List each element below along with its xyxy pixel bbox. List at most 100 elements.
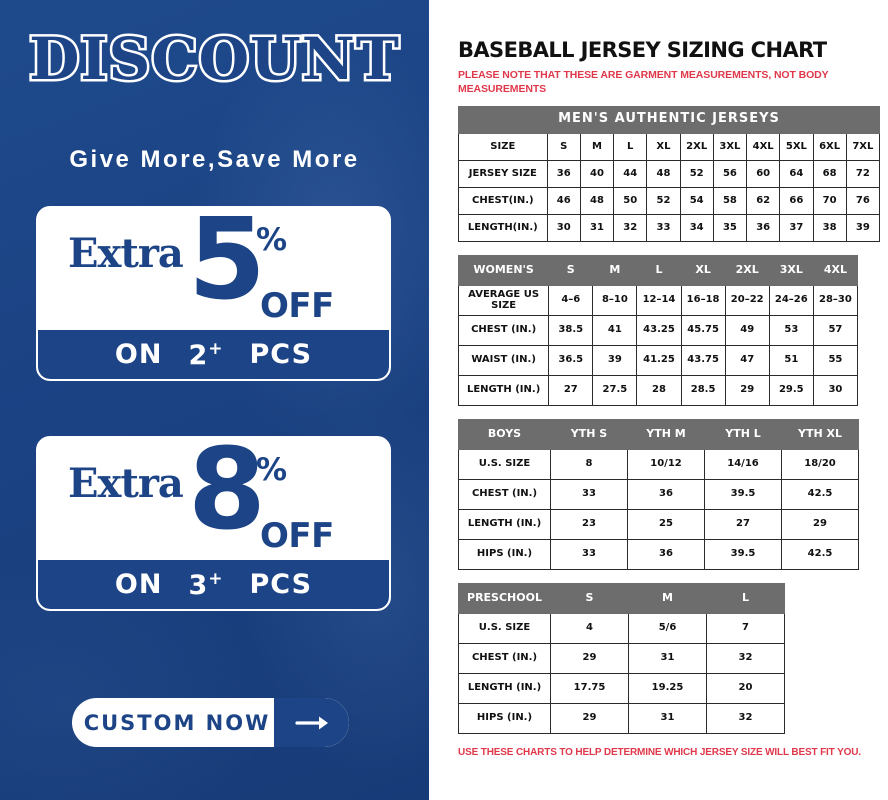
promo-on-label: ON (114, 569, 163, 600)
table-row: CHEST (IN.) 38.5 41 43.25 45.75 49 53 57 (457, 314, 859, 346)
table-row-label: CHEST (IN.) (458, 478, 551, 510)
table-row: JERSEY SIZE 36 40 44 48 52 56 60 64 68 72 (458, 159, 881, 188)
promo-pcs-label: PCS (249, 339, 313, 370)
table-cell: 20 (706, 672, 785, 704)
table-cell: 33 (646, 213, 681, 242)
table-corner-label: SIZE (458, 132, 548, 161)
table-row-label: HIPS (IN.) (458, 538, 551, 570)
table-cell: 60 (746, 159, 781, 188)
table-cell: 10/12 (627, 448, 705, 480)
table-column-header: 4XL (812, 254, 859, 286)
table-cell: 32 (613, 213, 648, 242)
table-mens-authentic-jerseys: MEN'S AUTHENTIC JERSEYS SIZE S M L XL 2XL 3XL 4X… (458, 105, 881, 242)
promo-card-5-percent[interactable]: Extra 5 % OFF ON 2+ PCS (36, 206, 391, 381)
table-cell: 5/6 (628, 612, 707, 644)
table-cell: 41 (592, 314, 638, 346)
table-row: U.S. SIZE 8 10/12 14/16 18/20 (458, 448, 859, 480)
table-row-label: LENGTH(IN.) (458, 213, 548, 242)
table-cell: 70 (812, 186, 847, 215)
table-row: LENGTH (IN.) 23 25 27 29 (458, 508, 859, 540)
promo-percent-symbol: % (256, 222, 288, 258)
table-cell: 55 (812, 344, 859, 376)
table-row-label: LENGTH (IN.) (457, 374, 550, 406)
table-banner-title: MEN'S AUTHENTIC JERSEYS (458, 105, 880, 134)
table-cell: 27 (704, 508, 782, 540)
table-row: HIPS (IN.) 29 31 32 (458, 702, 785, 734)
table-row: AVERAGE US SIZE 4–6 8–10 12–14 16–18 20–22 24–… (457, 284, 859, 316)
table-cell: 31 (628, 702, 707, 734)
table-column-header: YTH L (704, 418, 782, 450)
table-cell: 43.75 (680, 344, 726, 376)
table-column-header: 2XL (679, 132, 714, 161)
table-cell: 34 (679, 213, 714, 242)
table-cell: 30 (546, 213, 581, 242)
table-cell: 35 (712, 213, 748, 242)
table-column-header: 2XL (724, 254, 770, 286)
table-cell: 29 (550, 642, 629, 674)
promo-card-condition-bar: ON 3+ PCS (38, 560, 389, 609)
arrow-right-icon (274, 698, 349, 747)
promo-off-label: OFF (260, 516, 334, 556)
table-cell: 54 (679, 186, 714, 215)
table-cell: 47 (724, 344, 770, 376)
table-cell: 38.5 (548, 314, 594, 346)
table-header-row: BOYS YTH S YTH M YTH L YTH XL (458, 418, 859, 450)
custom-now-label: CUSTOM NOW (83, 710, 271, 735)
table-column-header: XL (646, 132, 681, 161)
promo-card-condition-bar: ON 2+ PCS (38, 330, 389, 379)
promo-card-top: Extra 8 % OFF (38, 438, 389, 560)
table-cell: 52 (679, 159, 714, 188)
table-column-header: YTH XL (781, 418, 859, 450)
table-cell: 56 (712, 159, 748, 188)
promo-quantity: 3+ (188, 568, 224, 601)
promo-extra-label: Extra (68, 230, 184, 277)
table-column-header: XL (680, 254, 726, 286)
table-cell: 40 (579, 159, 615, 188)
promo-tagline: Give More,Save More (69, 146, 360, 173)
table-cell: 12–14 (636, 284, 682, 316)
table-cell: 39 (845, 213, 881, 242)
table-cell: 52 (646, 186, 681, 215)
table-cell: 41.25 (636, 344, 682, 376)
table-row-label: JERSEY SIZE (458, 159, 548, 188)
table-cell: 39.5 (704, 478, 782, 510)
promo-card-top: Extra 5 % OFF (38, 208, 389, 330)
table-cell: 33 (550, 538, 628, 570)
table-cell: 66 (779, 186, 814, 215)
table-column-header: 6XL (812, 132, 847, 161)
table-column-header: L (636, 254, 682, 286)
table-cell: 45.75 (680, 314, 726, 346)
table-cell: 29 (550, 702, 629, 734)
table-cell: 19.25 (628, 672, 707, 704)
chart-note-top: PLEASE NOTE THAT THESE ARE GARMENT MEASU… (458, 69, 829, 95)
promo-pcs-label: PCS (249, 569, 313, 600)
custom-now-button[interactable]: CUSTOM NOW (72, 698, 349, 747)
table-column-header: 3XL (768, 254, 814, 286)
table-column-header: S (548, 254, 594, 286)
promo-off-label: OFF (260, 286, 334, 326)
table-corner-label: BOYS (458, 418, 551, 450)
table-cell: 16–18 (680, 284, 726, 316)
promo-card-8-percent[interactable]: Extra 8 % OFF ON 3+ PCS (36, 436, 391, 611)
table-column-header: 5XL (779, 132, 814, 161)
table-row-label: U.S. SIZE (458, 612, 551, 644)
table-row: U.S. SIZE 4 5/6 7 (458, 612, 785, 644)
table-cell: 37 (779, 213, 814, 242)
table-row-label: CHEST (IN.) (457, 314, 550, 346)
table-cell: 50 (613, 186, 648, 215)
table-cell: 28.5 (680, 374, 726, 406)
promo-on-label: ON (114, 339, 163, 370)
table-corner-label: PRESCHOOL (458, 582, 551, 614)
table-cell: 28 (636, 374, 682, 406)
table-cell: 8–10 (592, 284, 638, 316)
table-cell: 28–30 (812, 284, 859, 316)
table-cell: 32 (706, 642, 785, 674)
table-cell: 29.5 (768, 374, 814, 406)
table-row: WAIST (IN.) 36.5 39 41.25 43.75 47 51 55 (457, 344, 859, 376)
table-row: HIPS (IN.) 33 36 39.5 42.5 (458, 538, 859, 570)
table-cell: 33 (550, 478, 628, 510)
table-cell: 68 (812, 159, 847, 188)
chart-note-bottom: USE THESE CHARTS TO HELP DETERMINE WHICH… (458, 746, 861, 758)
table-cell: 64 (779, 159, 814, 188)
